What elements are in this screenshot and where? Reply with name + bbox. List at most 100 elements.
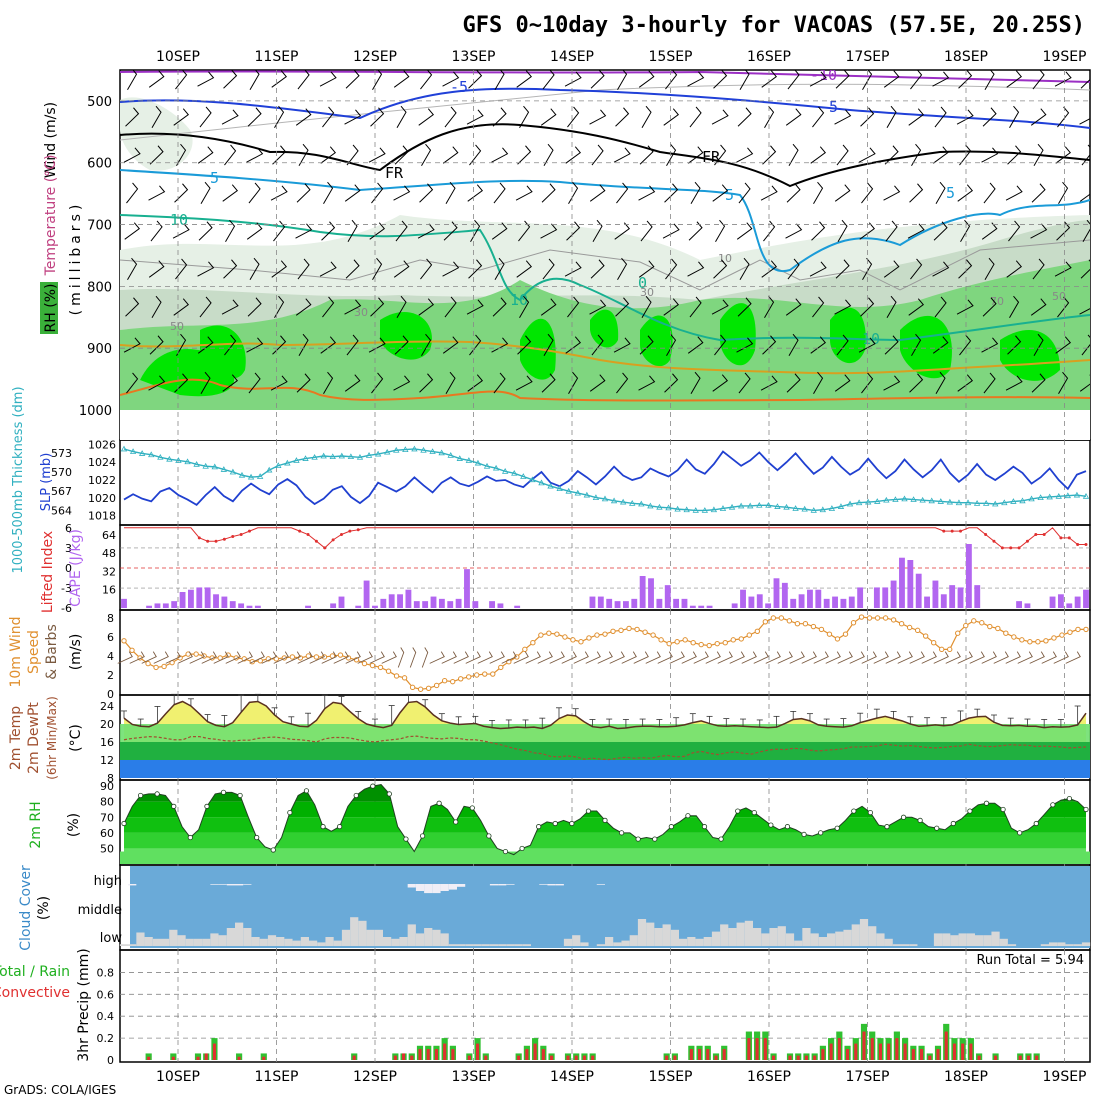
upper-wind-barb (983, 182, 996, 204)
low-cloud-bar (794, 940, 803, 946)
wind10-point (947, 646, 953, 653)
low-cloud-bar (563, 938, 573, 946)
thickness-point (728, 503, 736, 510)
upper-wind-barb (175, 70, 188, 90)
precip-conv-bar (747, 1038, 751, 1060)
upper-wind-barb (591, 144, 604, 166)
lifted-point (992, 539, 996, 543)
wind10-tick: 8 (107, 612, 114, 625)
wind10-point (425, 685, 432, 691)
upper-wind-barb (663, 298, 680, 316)
upper-wind-barb (444, 106, 457, 128)
rh-point (801, 831, 807, 838)
wind10-barb (141, 651, 157, 664)
upper-wind-barb (344, 299, 362, 315)
wind10-point (866, 615, 873, 621)
rh-point (552, 820, 558, 827)
upper-wind-barb (494, 257, 505, 281)
temp-panel: 8 12 16 20 24 (100, 693, 1090, 785)
rh-point (171, 803, 177, 809)
upper-wind-barb (151, 105, 162, 129)
upper-wind-barb (932, 146, 949, 164)
precip-conv-bar (1026, 1055, 1030, 1060)
wind10-point (377, 664, 384, 671)
high-cloud-bar (440, 884, 449, 891)
cape-bar (472, 601, 479, 608)
rh-point (287, 809, 293, 816)
wind10-barb (897, 651, 913, 664)
thickness-point (865, 498, 872, 505)
thickness-point (1046, 493, 1053, 500)
wind10-barb (609, 651, 625, 664)
temp-tick: 12 (100, 754, 114, 767)
low-cloud-bar (309, 940, 318, 946)
temp-band-20 (120, 724, 1090, 742)
lifted-point (306, 533, 310, 536)
thickness-point (538, 479, 545, 486)
cape-bar (840, 598, 847, 608)
low-cloud-bar (859, 919, 869, 946)
cape-bar (497, 603, 504, 608)
low-cloud-bar (1081, 942, 1091, 946)
low-cloud-bar (621, 940, 630, 946)
upper-wind-barb (516, 260, 533, 278)
upper-wind-barb (1008, 220, 1021, 242)
lifted-point (1025, 539, 1029, 543)
wind10-barb (165, 651, 181, 664)
low-cloud-bar (506, 944, 515, 946)
thickness-point (955, 499, 963, 506)
wind10-point (538, 632, 544, 638)
wind10-barb (777, 651, 793, 664)
cape-bar (305, 605, 311, 608)
temp-label-a: 2m Temp (8, 706, 24, 770)
upper-wind-barb (197, 146, 214, 164)
upper-wind-barb (836, 144, 849, 166)
upper-wind-barb (543, 143, 554, 167)
wind10-barb (657, 651, 673, 664)
lifted-point (959, 529, 963, 533)
wind10-barb (297, 651, 313, 664)
lifted-tick: 6 (65, 522, 72, 535)
upper-wind-barb (173, 298, 190, 316)
upper-wind-barb (148, 375, 166, 391)
upper-wind-barb (492, 297, 507, 317)
upper-wind-barb (862, 257, 873, 281)
cape-bar (1016, 601, 1023, 608)
precip-tick: 0 (107, 1054, 114, 1067)
upper-wind-barb (884, 145, 899, 165)
wind10-barb (153, 651, 169, 664)
low-cloud-bar (119, 944, 129, 946)
upper-wind-barb (909, 183, 924, 203)
wind10-barb (993, 651, 1009, 664)
wind10-point (610, 628, 616, 634)
upper-wind-barb (344, 109, 362, 125)
upper-wind-barb (1033, 143, 1044, 167)
thickness-tick: 573 (51, 447, 72, 460)
upper-wind-barb (1031, 183, 1046, 203)
thickness-tick: 564 (51, 504, 72, 517)
thickness-point (919, 496, 926, 503)
rh-point (154, 791, 160, 797)
wind10-barb (909, 651, 925, 664)
cape-bar (899, 557, 905, 608)
thickness-point (483, 462, 491, 469)
upper-wind-barb (1055, 146, 1072, 164)
low-cloud-bar (876, 933, 885, 946)
upper-wind-barb (1009, 295, 1020, 319)
thickness-point (129, 448, 137, 454)
upper-wind-barb (393, 70, 410, 88)
upper-wind-barb (957, 374, 974, 392)
upper-wind-barb (616, 372, 629, 394)
upper-wind-barb (956, 109, 974, 125)
wind10-point (602, 631, 608, 637)
cloud-panel: low middle high (78, 866, 1091, 948)
low-cloud-bar (662, 924, 671, 946)
slp-tick: 1020 (88, 492, 116, 505)
upper-wind-barb (297, 258, 310, 280)
rh-point (718, 836, 724, 842)
wind10-barb (669, 651, 685, 664)
low-cloud-bar (267, 935, 277, 946)
lifted-tick: 3 (65, 542, 72, 555)
precip-conv-bar (813, 1055, 817, 1060)
